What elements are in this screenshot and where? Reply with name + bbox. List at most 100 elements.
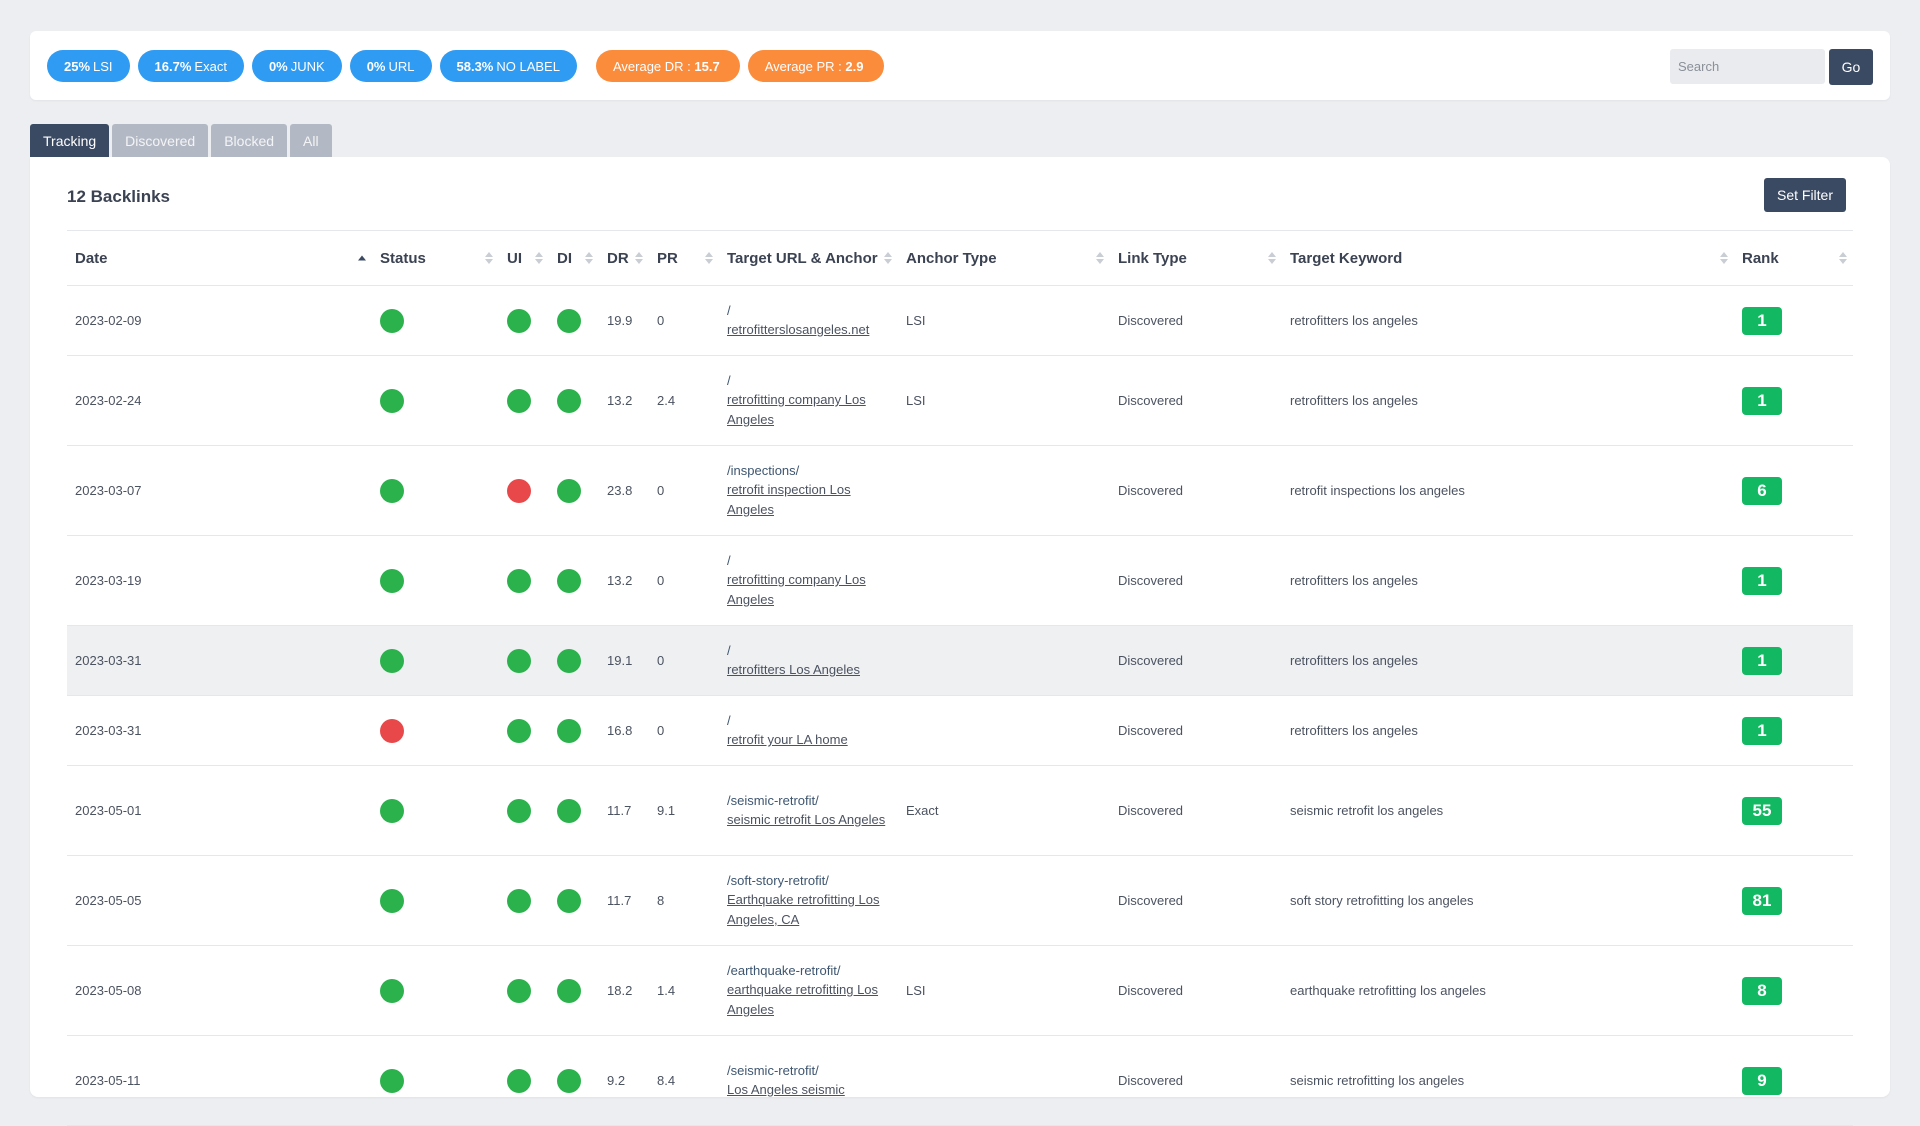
rank-cell: 1	[1734, 695, 1853, 766]
anchor-type-cell	[898, 445, 1110, 536]
anchor-link[interactable]: retrofitters Los Angeles	[727, 662, 860, 677]
column-header-ui[interactable]: UI	[499, 230, 549, 286]
target-keyword-cell: retrofitters los angeles	[1282, 355, 1734, 446]
anchor-link[interactable]: Earthquake retrofitting Los Angeles, CA	[727, 892, 880, 927]
target-path-link[interactable]: /	[727, 643, 731, 658]
table-row[interactable]: 2023-02-24 13.2 2.4 / retrofitting company L…	[67, 355, 1853, 446]
column-header-pr[interactable]: PR	[649, 230, 719, 286]
sort-icon[interactable]	[635, 252, 643, 264]
anchor-link[interactable]: retrofit inspection Los Angeles	[727, 482, 851, 517]
target-keyword-cell: retrofitters los angeles	[1282, 535, 1734, 626]
sort-icon[interactable]	[485, 252, 493, 264]
di-cell	[549, 285, 599, 356]
column-header-status[interactable]: Status	[372, 230, 499, 286]
sort-icon[interactable]	[358, 255, 366, 261]
column-header-target-url[interactable]: Target URL & Anchor	[719, 230, 898, 286]
sort-icon[interactable]	[585, 252, 593, 264]
column-header-target-keyword[interactable]: Target Keyword	[1282, 230, 1734, 286]
target-path-link[interactable]: /inspections/	[727, 463, 800, 478]
di-indicator-icon	[557, 798, 581, 823]
di-cell	[549, 535, 599, 626]
status-cell	[372, 355, 499, 446]
column-header-anchor-type[interactable]: Anchor Type	[898, 230, 1110, 286]
tab-discovered[interactable]: Discovered	[112, 124, 209, 157]
anchor-link[interactable]: earthquake retrofitting Los Angeles	[727, 982, 879, 1017]
anchor-link[interactable]: retrofit your LA home	[727, 732, 848, 747]
stat-pill-no-label[interactable]: 58.3% NO LABEL	[439, 50, 577, 82]
table-row[interactable]: 2023-03-19 13.2 0 / retrofitting company Los…	[67, 535, 1853, 626]
target-path-link[interactable]: /	[727, 373, 731, 388]
search-input[interactable]	[1670, 49, 1825, 84]
table-row[interactable]: 2023-02-09 19.9 0 / retrofitterslosangeles.n…	[67, 285, 1853, 356]
di-indicator-icon	[557, 478, 581, 503]
sort-icon[interactable]	[1096, 252, 1104, 264]
table-row[interactable]: 2023-05-08 18.2 1.4/earthquake-retrofit/ea…	[67, 945, 1853, 1036]
target-path-link[interactable]: /seismic-retrofit/	[727, 1063, 819, 1078]
target-path-link[interactable]: /	[727, 303, 731, 318]
target-url-cell: /soft-story-retrofit/Earthquake retrofit…	[719, 855, 898, 946]
link-type-cell: Discovered	[1110, 285, 1282, 356]
sort-icon[interactable]	[1268, 252, 1276, 264]
column-header-dr[interactable]: DR	[599, 230, 649, 286]
ui-indicator-icon	[507, 1068, 531, 1093]
target-keyword-cell: seismic retrofitting los angeles	[1282, 1035, 1734, 1126]
column-header-date[interactable]: Date	[67, 230, 372, 286]
tab-blocked[interactable]: Blocked	[211, 124, 288, 157]
target-path-link[interactable]: /seismic-retrofit/	[727, 793, 819, 808]
dr-cell: 19.1	[599, 625, 649, 696]
anchor-type-cell: Exact	[898, 765, 1110, 856]
status-indicator-icon	[380, 798, 404, 823]
sort-icon[interactable]	[535, 252, 543, 264]
anchor-link[interactable]: Los Angeles seismic	[727, 1082, 845, 1097]
di-cell	[549, 945, 599, 1036]
rank-cell: 55	[1734, 765, 1853, 856]
pr-cell: 0	[649, 535, 719, 626]
table-row[interactable]: 2023-03-31 19.1 0 / retrofitters Los Angeles…	[67, 625, 1853, 696]
column-header-rank[interactable]: Rank	[1734, 230, 1853, 286]
tab-tracking[interactable]: Tracking	[30, 124, 110, 157]
di-indicator-icon	[557, 648, 581, 673]
link-type-cell: Discovered	[1110, 765, 1282, 856]
di-cell	[549, 765, 599, 856]
anchor-type-cell	[898, 695, 1110, 766]
ui-indicator-icon	[507, 648, 531, 673]
sort-icon[interactable]	[1720, 252, 1728, 264]
table-row[interactable]: 2023-03-07 23.8 0/inspections/retrofit ins…	[67, 445, 1853, 536]
pr-cell: 2.4	[649, 355, 719, 446]
anchor-link[interactable]: retrofitting company Los Angeles	[727, 572, 866, 607]
column-header-link-type[interactable]: Link Type	[1110, 230, 1282, 286]
go-button[interactable]: Go	[1829, 49, 1873, 85]
target-path-link[interactable]: /soft-story-retrofit/	[727, 873, 829, 888]
target-path-link[interactable]: /earthquake-retrofit/	[727, 963, 841, 978]
status-cell	[372, 695, 499, 766]
sort-icon[interactable]	[1839, 252, 1847, 264]
set-filter-button[interactable]: Set Filter	[1763, 178, 1846, 212]
target-path-link[interactable]: /	[727, 713, 731, 728]
stat-pill-url[interactable]: 0% URL	[349, 50, 432, 82]
anchor-link[interactable]: seismic retrofit Los Angeles	[727, 812, 886, 827]
date-cell: 2023-05-01	[67, 765, 372, 856]
target-path-link[interactable]: /	[727, 553, 731, 568]
tab-all[interactable]: All	[290, 124, 332, 157]
sort-icon[interactable]	[705, 252, 713, 264]
target-keyword-cell: earthquake retrofitting los angeles	[1282, 945, 1734, 1036]
rank-cell: 1	[1734, 355, 1853, 446]
pr-cell: 8.4	[649, 1035, 719, 1126]
pr-cell: 0	[649, 445, 719, 536]
sort-icon[interactable]	[884, 252, 892, 264]
status-indicator-icon	[380, 718, 404, 743]
di-indicator-icon	[557, 388, 581, 413]
column-header-di[interactable]: DI	[549, 230, 599, 286]
table-row[interactable]: 2023-05-05 11.7 8/soft-story-retrofit/Eart…	[67, 855, 1853, 946]
rank-badge: 6	[1742, 476, 1782, 505]
anchor-link[interactable]: retrofitterslosangeles.net	[727, 322, 870, 337]
table-row[interactable]: 2023-05-11 9.2 8.4/seismic-retrofit/Los An…	[67, 1035, 1853, 1126]
table-row[interactable]: 2023-03-31 16.8 0 / retrofit your LA home Dis…	[67, 695, 1853, 766]
stat-pill-junk[interactable]: 0% JUNK	[251, 50, 342, 82]
stat-pill-exact[interactable]: 16.7% Exact	[137, 50, 244, 82]
table-row[interactable]: 2023-05-01 11.7 9.1/seismic-retrofit/seism…	[67, 765, 1853, 856]
anchor-link[interactable]: retrofitting company Los Angeles	[727, 392, 866, 427]
dr-cell: 13.2	[599, 355, 649, 446]
stat-pill-lsi[interactable]: 25% LSI	[47, 50, 130, 82]
status-indicator-icon	[380, 648, 404, 673]
